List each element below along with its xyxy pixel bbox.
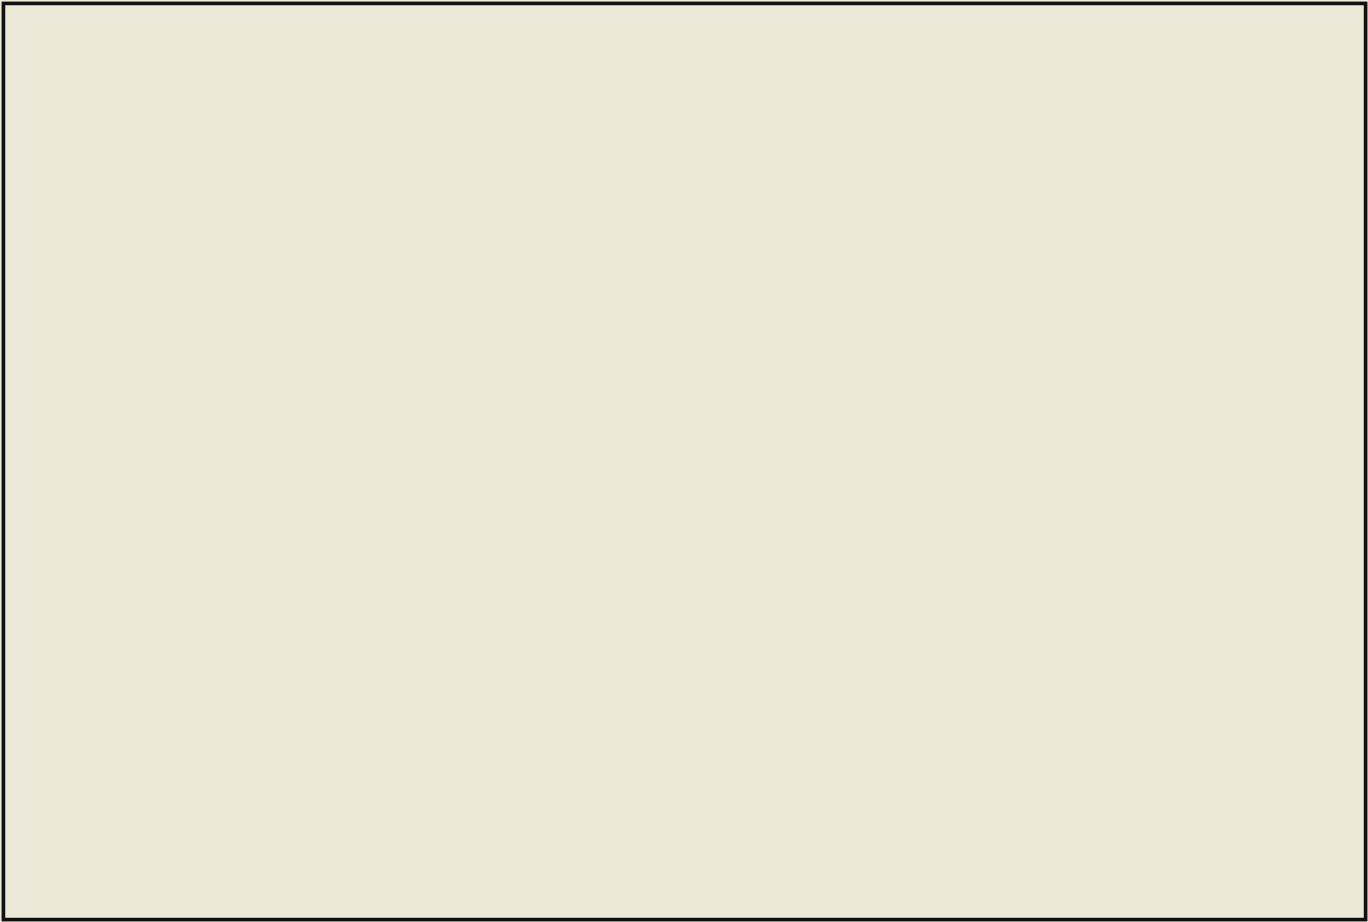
Text: RATEKSA: RATEKSA (632, 8, 1042, 86)
Text: 1 Mh.: 1 Mh. (259, 280, 283, 288)
Text: 2,5V: 2,5V (674, 556, 696, 565)
Text: 47: 47 (535, 340, 550, 351)
Text: Fabr:: Fabr: (12, 12, 42, 25)
Text: 8µF: 8µF (752, 480, 769, 488)
Text: cm: cm (268, 382, 279, 390)
Text: 5000: 5000 (499, 258, 521, 266)
Text: Type:: Type: (12, 30, 45, 43)
Text: PV495: PV495 (761, 365, 792, 374)
Text: V 336: V 336 (57, 30, 94, 43)
Text: 100 em: 100 em (52, 488, 83, 496)
Text: 300V: 300V (700, 304, 722, 312)
Text: 0,1µF: 0,1µF (383, 405, 408, 413)
Text: 220 V: 220 V (923, 324, 952, 333)
Text: 1Mh.: 1Mh. (233, 473, 254, 481)
Text: PV495: PV495 (776, 350, 815, 361)
Text: Khz.: Khz. (555, 58, 580, 68)
Text: em: em (163, 430, 175, 438)
Text: 40mF: 40mF (700, 316, 725, 324)
Text: Sikring:: Sikring: (269, 76, 312, 86)
Text: 16 mF: 16 mF (637, 527, 665, 535)
Text: 5000 cm: 5000 cm (637, 305, 674, 313)
Text: Felt: Felt (580, 173, 599, 182)
Text: Aargang:: Aargang: (12, 68, 68, 81)
Circle shape (83, 332, 140, 388)
Text: DIAGRAM: DIAGRAM (1012, 15, 1116, 34)
Text: Mh.: Mh. (163, 315, 178, 323)
Text: Eftertryk forbu: Eftertryk forbu (1021, 895, 1100, 904)
Text: 0,5: 0,5 (549, 530, 561, 538)
Text: ∼: ∼ (923, 374, 932, 383)
Text: 300Ω: 300Ω (211, 322, 233, 330)
Text: NR.  562: NR. 562 (1012, 48, 1099, 66)
Text: 240 V: 240 V (923, 302, 952, 311)
Text: Skalal:: Skalal: (269, 58, 306, 68)
Text: 100: 100 (268, 372, 283, 380)
Text: 127V: 127V (923, 346, 949, 355)
Text: 500 cm: 500 cm (193, 164, 224, 172)
Text: 16µF: 16µF (579, 527, 601, 535)
Bar (841, 280, 900, 510)
Text: Rør:: Rør: (269, 12, 295, 25)
Text: 3000Ω: 3000Ω (611, 190, 640, 198)
Text: 2,5V: 2,5V (737, 440, 758, 448)
Text: 4Ω,2H.: 4Ω,2H. (862, 425, 892, 433)
Text: N.Ω: N.Ω (549, 542, 565, 550)
Text: MF:: MF: (488, 58, 506, 68)
Bar (3, 3, 1365, 103)
Text: 0,25: 0,25 (163, 305, 181, 313)
Text: 1935-36: 1935-36 (79, 68, 133, 81)
Text: 50 cm: 50 cm (193, 222, 219, 230)
Text: 500: 500 (163, 420, 178, 428)
Text: 57: 57 (295, 340, 311, 351)
Text: 2,5V. 0,3Amp: 2,5V. 0,3Amp (317, 58, 393, 68)
Text: Mtr.: Mtr. (555, 76, 579, 86)
Bar (740, 440, 776, 510)
Text: 250 cm: 250 cm (193, 195, 224, 203)
Text: 0,3A: 0,3A (674, 581, 696, 590)
Text: HT: HT (499, 245, 513, 253)
Text: 5000 cm: 5000 cm (435, 393, 472, 401)
Text: Navn:: Navn: (12, 50, 49, 63)
Text: 57 - 47 - P.V495: 57 - 47 - P.V495 (304, 12, 404, 25)
Text: 300: 300 (714, 468, 731, 476)
Text: 4Ω: 4Ω (737, 452, 751, 460)
Bar (130, 310, 870, 515)
Text: Unica: Unica (57, 12, 94, 25)
Text: 100 em: 100 em (88, 398, 119, 406)
